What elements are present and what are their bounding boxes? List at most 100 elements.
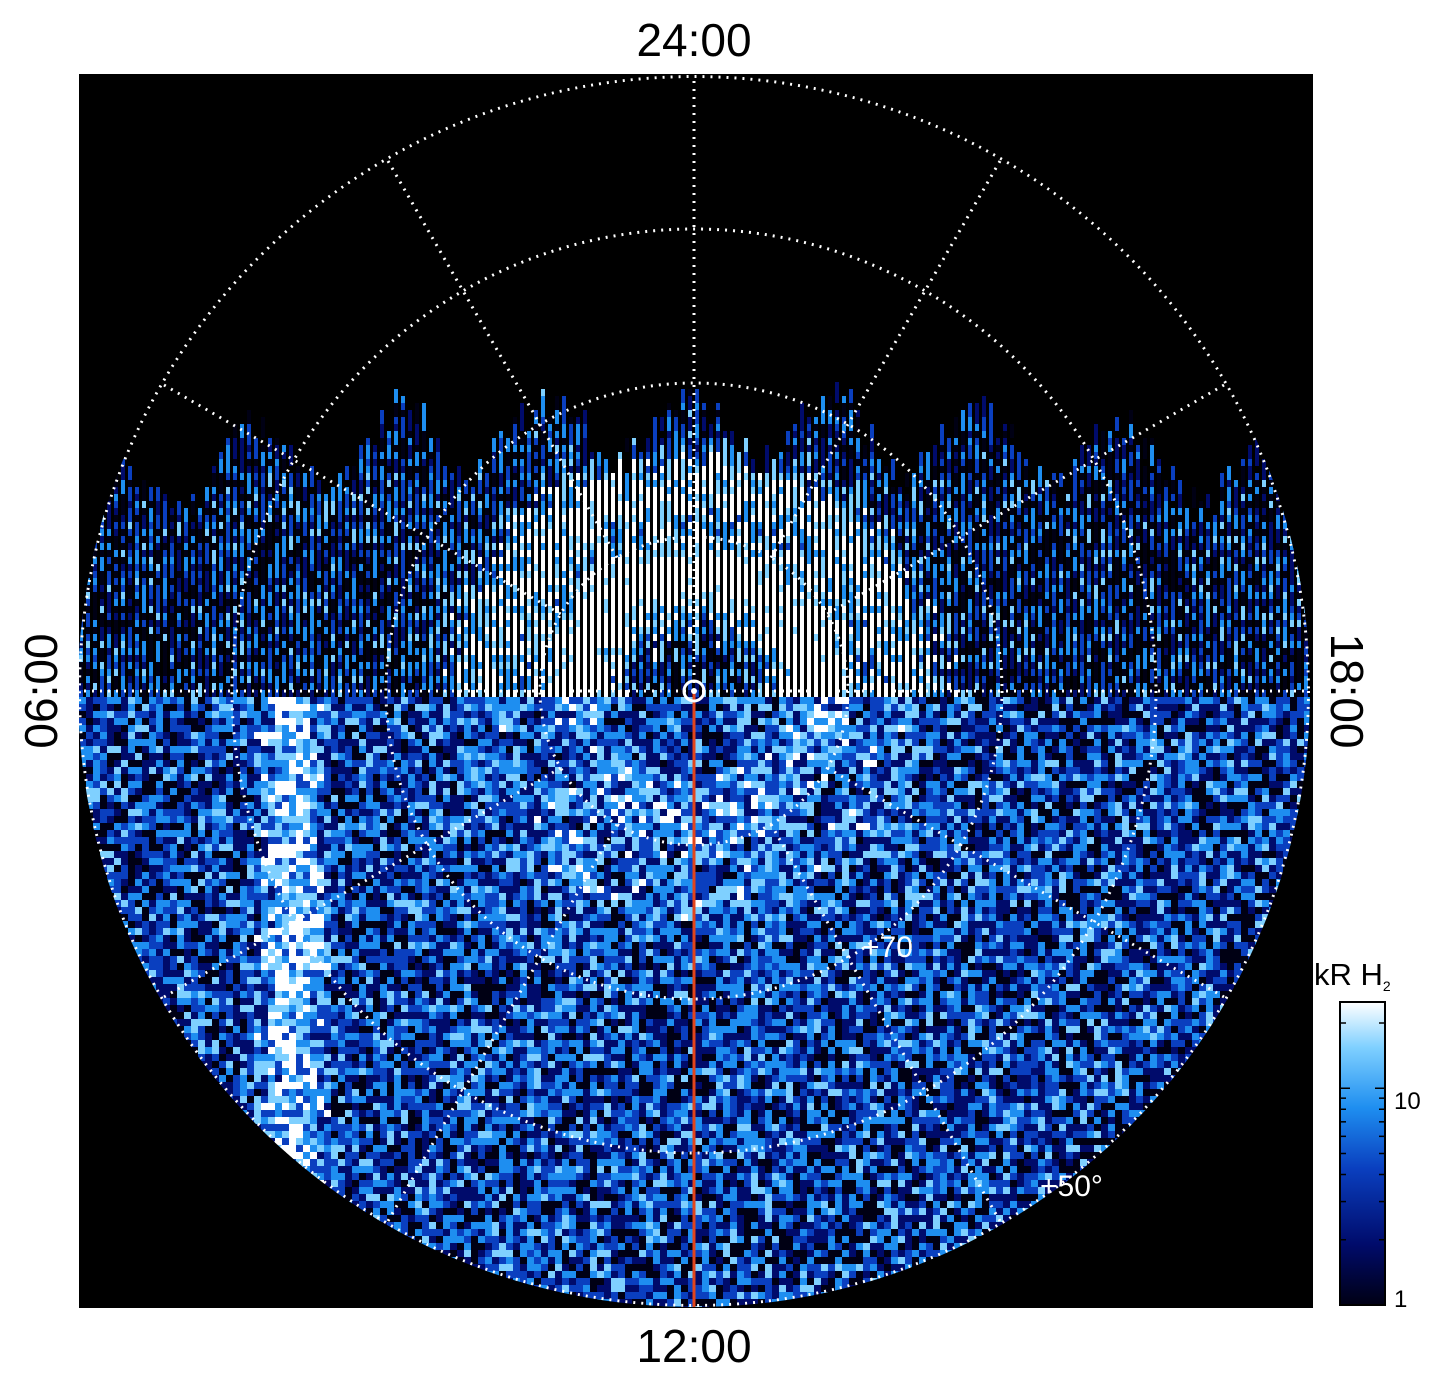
emission-cell xyxy=(1171,480,1175,494)
emission-cell xyxy=(975,403,979,424)
emission-cell xyxy=(982,396,986,424)
emission-cell xyxy=(1143,438,1147,459)
emission-cell xyxy=(800,403,804,438)
emission-cell xyxy=(345,466,349,480)
emission-cell xyxy=(597,452,601,466)
emission-cell xyxy=(163,501,167,536)
emission-cell xyxy=(1101,431,1105,452)
emission-cell xyxy=(1059,473,1063,487)
emission-cell xyxy=(555,396,559,417)
emission-cell xyxy=(989,417,993,445)
emission-cell xyxy=(212,473,216,494)
emission-cell xyxy=(583,424,587,438)
emission-cell xyxy=(926,452,930,487)
emission-cell xyxy=(499,438,503,452)
emission-cell xyxy=(632,445,636,459)
emission-cell xyxy=(877,459,881,473)
emission-cell xyxy=(583,438,587,466)
emission-cell xyxy=(940,424,944,459)
emission-cell xyxy=(1157,473,1161,494)
emission-cell xyxy=(156,501,160,522)
emission-cell xyxy=(821,396,825,424)
emission-cell xyxy=(1227,466,1231,487)
emission-cell xyxy=(1178,480,1182,494)
emission-cell xyxy=(499,452,503,473)
emission-cell xyxy=(730,445,734,466)
emission-cell xyxy=(520,403,524,424)
emission-cell xyxy=(1087,445,1091,473)
emission-cell xyxy=(849,389,853,403)
emission-cell xyxy=(618,459,622,480)
emission-cell xyxy=(233,424,237,445)
emission-cell xyxy=(1192,487,1196,508)
emission-cell xyxy=(205,487,209,508)
emission-cell xyxy=(415,424,419,452)
emission-cell xyxy=(226,445,230,480)
emission-cell xyxy=(1150,445,1154,466)
emission-cell xyxy=(723,445,727,466)
emission-cell xyxy=(765,445,769,480)
emission-cell xyxy=(856,417,860,431)
emission-cell xyxy=(296,473,300,487)
emission-cell xyxy=(737,459,741,480)
emission-cell xyxy=(1164,487,1168,501)
emission-cell xyxy=(1255,438,1259,459)
emission-cell xyxy=(835,382,839,403)
emission-cell xyxy=(408,410,412,431)
emission-cell xyxy=(905,473,909,487)
emission-cell xyxy=(247,424,251,445)
emission-cell xyxy=(219,473,223,494)
emission-cell xyxy=(1010,424,1014,438)
emission-cell xyxy=(317,480,321,501)
emission-cell xyxy=(240,424,244,438)
emission-cell xyxy=(1206,494,1210,508)
emission-cell xyxy=(359,459,363,480)
emission-cell xyxy=(744,452,748,466)
emission-cell xyxy=(576,424,580,459)
emission-cell xyxy=(394,403,398,424)
emission-cell xyxy=(261,417,265,438)
emission-cell xyxy=(422,403,426,438)
emission-cell xyxy=(177,522,181,536)
emission-cell xyxy=(156,487,160,501)
emission-cell xyxy=(968,417,972,438)
emission-cell xyxy=(177,501,181,522)
emission-cell xyxy=(919,452,923,466)
emission-cell xyxy=(954,417,958,445)
emission-cell xyxy=(1129,410,1133,424)
emission-cell xyxy=(1248,445,1252,466)
emission-cell xyxy=(870,424,874,445)
emission-cell xyxy=(443,466,447,487)
emission-cell xyxy=(1080,445,1084,473)
emission-cell xyxy=(772,459,776,480)
emission-cell xyxy=(653,417,657,438)
emission-cell xyxy=(541,396,545,431)
emission-cell xyxy=(366,445,370,459)
emission-cell xyxy=(1255,452,1259,466)
emission-cell xyxy=(282,459,286,473)
emission-cell xyxy=(401,417,405,452)
emission-cell xyxy=(569,424,573,445)
emission-cell xyxy=(1038,466,1042,494)
emission-cell xyxy=(604,459,608,480)
emission-cell xyxy=(1115,417,1119,431)
emission-cell xyxy=(1241,473,1245,494)
emission-cell xyxy=(331,501,335,515)
emission-cell xyxy=(310,466,314,487)
emission-cell xyxy=(625,438,629,452)
emission-cell xyxy=(331,487,335,501)
emission-cell xyxy=(1045,501,1049,522)
emission-cell xyxy=(1094,424,1098,452)
emission-cell xyxy=(191,501,195,515)
emission-cell xyxy=(597,466,601,480)
emission-cell xyxy=(562,396,566,424)
emission-cell xyxy=(891,459,895,480)
emission-heatmap xyxy=(79,382,1310,1307)
emission-cell xyxy=(289,473,293,487)
emission-cell xyxy=(1017,452,1021,487)
emission-cell xyxy=(884,473,888,494)
emission-cell xyxy=(289,445,293,466)
emission-cell xyxy=(520,417,524,431)
emission-cell xyxy=(660,417,664,431)
